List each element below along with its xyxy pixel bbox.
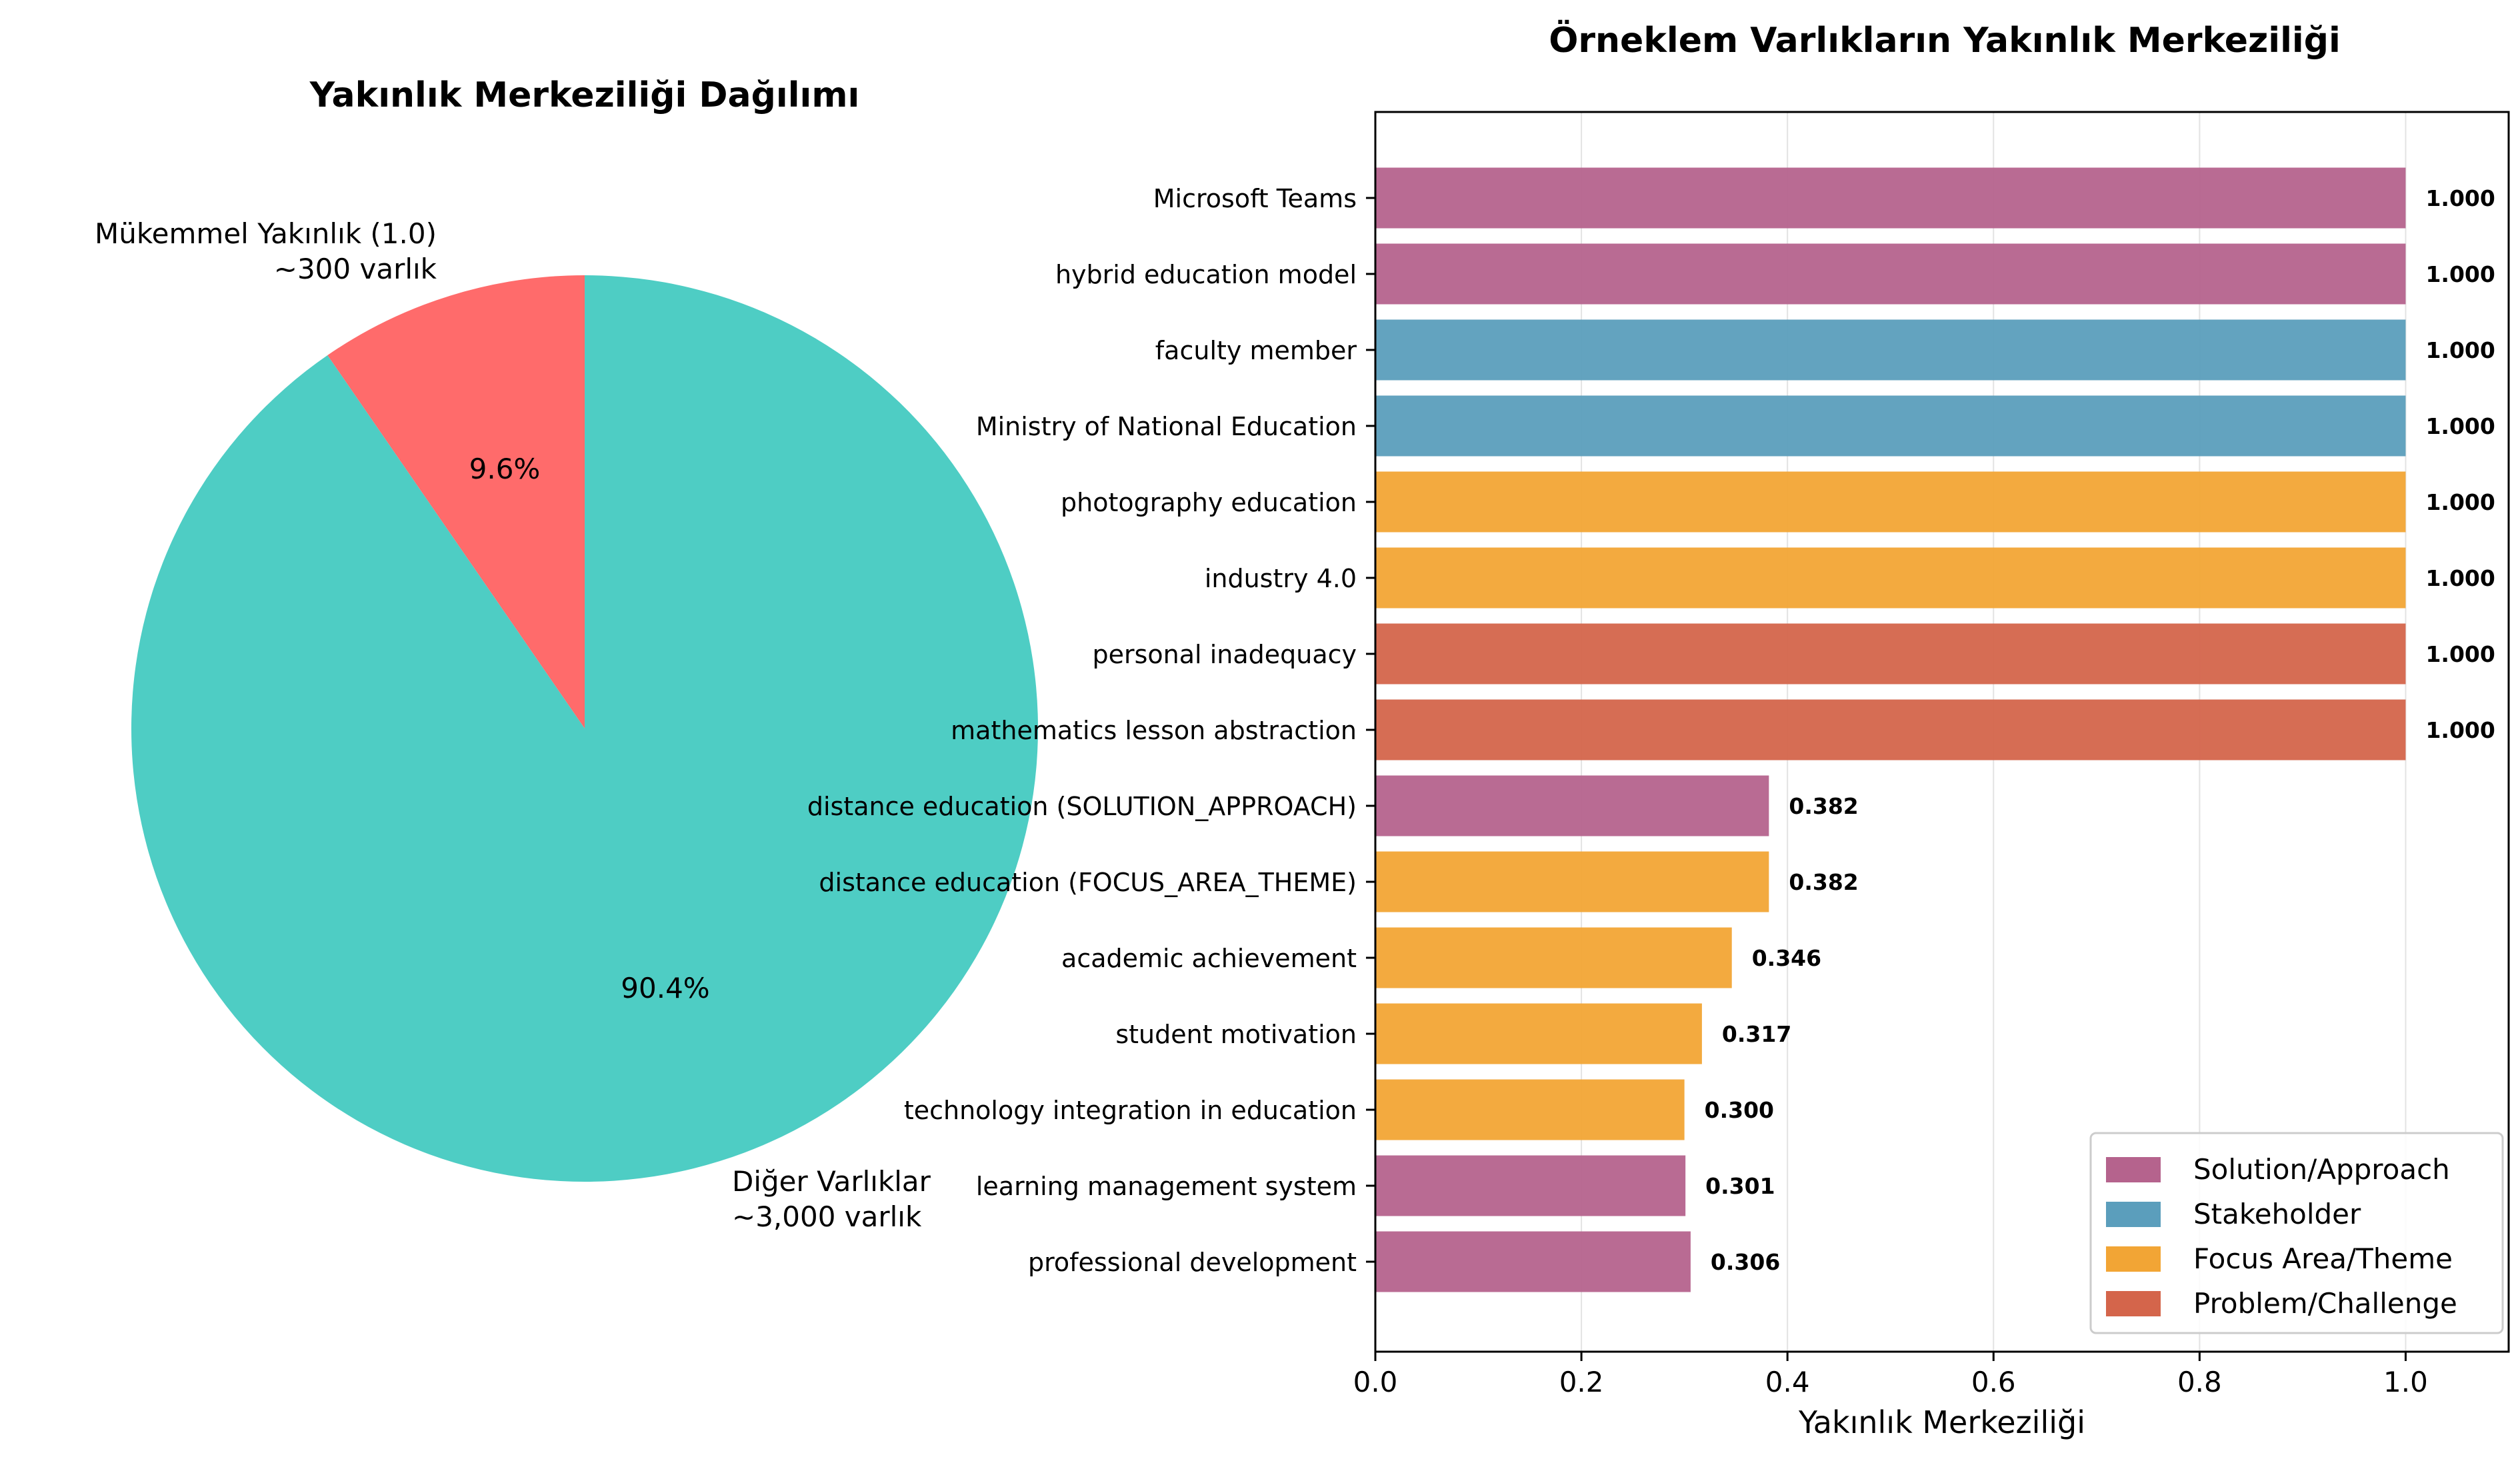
bar xyxy=(1375,699,2406,760)
bar-category-label: academic achievement xyxy=(1061,944,1357,973)
bar-category-label: distance education (SOLUTION_APPROACH) xyxy=(807,792,1357,821)
bar-value-label: 1.000 xyxy=(2425,185,2495,211)
bar-y-tick-labels: Microsoft Teams hybrid education model fac… xyxy=(807,184,1375,1277)
bar-plot-frame xyxy=(1374,111,2510,1353)
pie-slices xyxy=(131,275,1039,1182)
bar-x-tick-label: 0.0 xyxy=(1353,1366,1398,1398)
bar xyxy=(1375,547,2406,609)
bar xyxy=(1375,471,2406,533)
bar-category-label: industry 4.0 xyxy=(1205,564,1357,593)
pie-title: Yakınlık Merkeziliği Dağılımı xyxy=(309,75,860,115)
bar xyxy=(1375,1079,1685,1140)
pie-chart: Yakınlık Merkeziliği Dağılımı Mükemmel Y… xyxy=(95,75,1039,1233)
bar-value-label: 0.382 xyxy=(1789,869,1858,895)
bar xyxy=(1375,1003,1702,1064)
pie-slice-1-label: Diğer Varlıklar xyxy=(732,1165,931,1198)
bar-value-label: 0.301 xyxy=(1705,1173,1775,1199)
bar-category-label: Ministry of National Education xyxy=(976,412,1357,441)
bar-x-tick-label: 0.2 xyxy=(1559,1366,1604,1398)
bar xyxy=(1375,623,2406,685)
bar-category-label: technology integration in education xyxy=(904,1096,1357,1125)
legend-label-stakeholder: Stakeholder xyxy=(2193,1198,2361,1230)
bar-x-tick-label: 0.4 xyxy=(1765,1366,1810,1398)
pie-slice-1-pct: 90.4% xyxy=(621,972,709,1004)
bar-value-labels: 1.000 1.000 1.000 1.000 1.000 1.000 1.000 1.000… xyxy=(1705,185,2495,1275)
bar-value-label: 1.000 xyxy=(2425,261,2495,287)
bar-value-label: 1.000 xyxy=(2425,337,2495,363)
legend-label-problem: Problem/Challenge xyxy=(2193,1287,2457,1320)
bar-value-label: 1.000 xyxy=(2425,489,2495,515)
bar xyxy=(1375,243,2406,305)
bar-legend-items: Solution/Approach Stakeholder Focus Area/T… xyxy=(2106,1153,2457,1320)
bar-value-label: 0.382 xyxy=(1789,793,1858,819)
bar-x-tick-label: 0.8 xyxy=(2177,1366,2222,1398)
bar-x-ticks: 0.0 0.2 0.4 0.6 0.8 1.0 xyxy=(1353,1352,2428,1398)
bar-category-label: faculty member xyxy=(1155,336,1357,365)
bar-value-label: 1.000 xyxy=(2425,413,2495,439)
bar-category-label: hybrid education model xyxy=(1055,260,1357,289)
legend-swatch-problem xyxy=(2106,1291,2161,1316)
bar-x-tick-label: 1.0 xyxy=(2383,1366,2428,1398)
bar-category-label: personal inadequacy xyxy=(1093,640,1357,669)
pie-slice-1 xyxy=(131,275,1039,1182)
bar-chart-title: Örneklem Varlıkların Yakınlık Merkeziliğ… xyxy=(1549,19,2341,61)
bar xyxy=(1375,1231,1691,1292)
bar-value-label: 1.000 xyxy=(2425,641,2495,667)
bar-x-tick-label: 0.6 xyxy=(1971,1366,2016,1398)
bar-category-label: learning management system xyxy=(976,1172,1357,1201)
bar xyxy=(1375,319,2406,381)
pie-slice-0-label: Mükemmel Yakınlık (1.0) xyxy=(95,217,437,250)
bar-chart: Örneklem Varlıkların Yakınlık Merkeziliğ… xyxy=(807,19,2510,1440)
bar-value-label: 0.300 xyxy=(1705,1097,1774,1123)
bar-x-axis-label: Yakınlık Merkeziliği xyxy=(1798,1404,2085,1440)
bar xyxy=(1375,851,1769,912)
bar-value-label: 1.000 xyxy=(2425,717,2495,743)
bar-category-label: professional development xyxy=(1028,1248,1357,1277)
bar-category-label: Microsoft Teams xyxy=(1153,184,1357,213)
bar xyxy=(1375,167,2406,229)
legend-label-solution: Solution/Approach xyxy=(2193,1153,2450,1186)
legend-label-focus: Focus Area/Theme xyxy=(2193,1242,2453,1275)
bar-value-label: 1.000 xyxy=(2425,565,2495,591)
bar-category-label: distance education (FOCUS_AREA_THEME) xyxy=(819,868,1357,897)
bar-value-label: 0.317 xyxy=(1722,1021,1791,1047)
bar xyxy=(1375,395,2406,457)
bar-value-label: 0.346 xyxy=(1752,945,1821,971)
bar-value-label: 0.306 xyxy=(1711,1249,1780,1275)
bar-legend: Solution/Approach Stakeholder Focus Area/T… xyxy=(2089,1132,2504,1334)
bar xyxy=(1375,1155,1686,1216)
pie-slice-0 xyxy=(327,275,585,728)
bar-category-label: mathematics lesson abstraction xyxy=(951,716,1357,745)
bar-marks xyxy=(1375,167,2406,1292)
bar-category-label: student motivation xyxy=(1115,1020,1357,1049)
legend-swatch-stakeholder xyxy=(2106,1202,2161,1227)
bar xyxy=(1375,775,1769,836)
bar-legend-box xyxy=(2089,1132,2504,1334)
bar xyxy=(1375,927,1732,988)
bar-category-label: photography education xyxy=(1061,488,1357,517)
pie-slice-0-pct: 9.6% xyxy=(469,453,541,485)
legend-swatch-focus xyxy=(2106,1246,2161,1272)
legend-swatch-solution xyxy=(2106,1157,2161,1182)
pie-slice-0-sublabel: ~300 varlık xyxy=(274,253,437,285)
pie-slice-1-sublabel: ~3,000 varlık xyxy=(732,1200,922,1233)
